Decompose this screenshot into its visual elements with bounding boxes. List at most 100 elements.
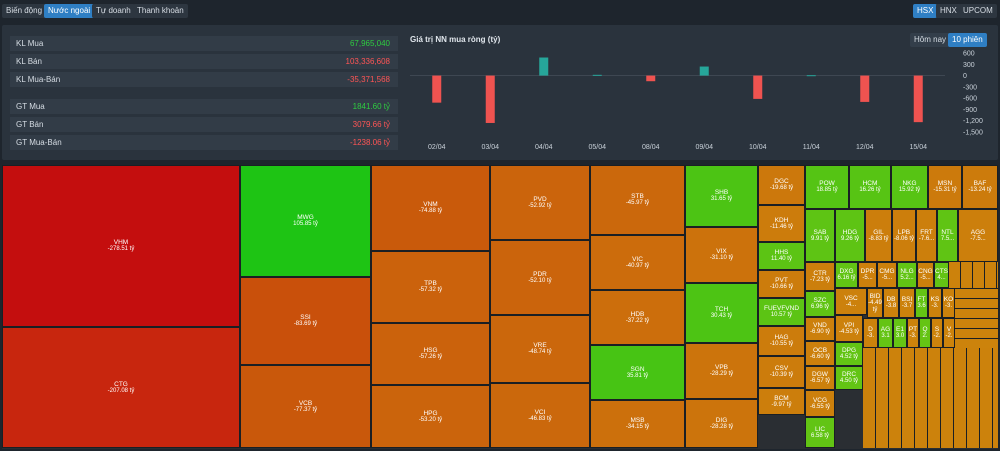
- treemap-cell-shb[interactable]: SHB 31.65 tỷ: [685, 165, 758, 227]
- treemap-cell-db[interactable]: DB -3.8: [883, 288, 899, 318]
- treemap-cell-tch[interactable]: TCH 30.43 tỷ: [685, 283, 758, 343]
- treemap-cell-drc[interactable]: DRC 4.50 tỷ: [835, 366, 863, 390]
- treemap-cell-dgw[interactable]: DGW -6.57 tỷ: [805, 366, 835, 390]
- treemap-cell-stb[interactable]: STB -45.97 tỷ: [590, 165, 685, 235]
- treemap-cell-hhs[interactable]: HHS 11.40 tỷ: [758, 242, 805, 270]
- exchange-hsx[interactable]: HSX: [913, 4, 938, 18]
- treemap-cell-baf[interactable]: BAF -13.24 tỷ: [962, 165, 998, 209]
- treemap-cell-vic[interactable]: VIC -40.97 tỷ: [590, 235, 685, 290]
- stat-value: 3079.66 tỷ: [352, 120, 390, 129]
- bar[interactable]: [432, 75, 442, 103]
- treemap-cell-hag[interactable]: HAG -10.55 tỷ: [758, 326, 805, 356]
- tab-bien-dong[interactable]: Biến động: [2, 4, 47, 18]
- treemap-cell-ssi[interactable]: SSI -83.69 tỷ: [240, 277, 371, 365]
- tab-thanh-khoan[interactable]: Thanh khoản: [133, 4, 188, 18]
- bar[interactable]: [913, 75, 923, 123]
- treemap-cell-vnm[interactable]: VNM -74.88 tỷ: [371, 165, 490, 251]
- treemap-cell-csv[interactable]: CSV -10.39 tỷ: [758, 356, 805, 388]
- treemap-cell-szc[interactable]: SZC 6.96 tỷ: [805, 291, 835, 317]
- treemap-cell-kdh[interactable]: KDH -11.46 tỷ: [758, 205, 805, 242]
- range-10-sessions-button[interactable]: 10 phiên: [948, 33, 987, 47]
- treemap-cell-q[interactable]: Q 2.: [919, 318, 931, 348]
- treemap-cell-vix[interactable]: VIX -31.10 tỷ: [685, 227, 758, 283]
- ticker-value: -10.39 tỷ: [769, 372, 794, 378]
- treemap-cell-nkg[interactable]: NKG 15.92 tỷ: [891, 165, 928, 209]
- treemap-cell-vcb[interactable]: VCB -77.37 tỷ: [240, 365, 371, 448]
- bar[interactable]: [539, 57, 549, 76]
- ticker-value: -2.: [933, 333, 941, 339]
- bar[interactable]: [646, 75, 656, 82]
- treemap-cell-pow[interactable]: POW 18.85 tỷ: [805, 165, 849, 209]
- treemap-cell-ko[interactable]: KO -3.: [942, 288, 955, 318]
- treemap-cell-pvd[interactable]: PVD -52.92 tỷ: [490, 165, 590, 240]
- treemap-cell-bcm[interactable]: BCM -9.97 tỷ: [758, 388, 805, 415]
- treemap-cell-cmg[interactable]: CMG -5...: [877, 262, 897, 288]
- treemap-cell-vhm[interactable]: VHM -278.51 tỷ: [2, 165, 240, 327]
- treemap-cell-d[interactable]: D -3.: [863, 318, 878, 348]
- tab-tu-doanh[interactable]: Tự doanh: [92, 4, 135, 18]
- treemap-cell-dxg[interactable]: DXG 6.16 tỷ: [835, 262, 858, 288]
- treemap-cell-gil[interactable]: GIL -8.83 tỷ: [865, 209, 892, 262]
- treemap-cell-lpb[interactable]: LPB -8.06 tỷ: [892, 209, 916, 262]
- treemap-cell-lic[interactable]: LIC 6.58 tỷ: [805, 417, 835, 448]
- treemap-cell-vpb[interactable]: VPB -28.29 tỷ: [685, 343, 758, 399]
- treemap-cell-ft[interactable]: FT 3.6: [915, 288, 928, 318]
- treemap-cell-pt[interactable]: PT -3.: [907, 318, 919, 348]
- treemap-cell-hdb[interactable]: HDB -37.22 tỷ: [590, 290, 685, 345]
- treemap-cell-vsc[interactable]: VSC -4...: [835, 288, 867, 315]
- treemap-cell-ctg[interactable]: CTG -207.08 tỷ: [2, 327, 240, 448]
- tab-nuoc-ngoai[interactable]: Nước ngoài: [44, 4, 95, 18]
- treemap-cell-sab[interactable]: SAB 9.91 tỷ: [805, 209, 835, 262]
- treemap-cell-pvt[interactable]: PVT -10.66 tỷ: [758, 270, 805, 298]
- treemap-cell-msn[interactable]: MSN -15.31 tỷ: [928, 165, 962, 209]
- bar[interactable]: [592, 74, 602, 76]
- treemap-cell-hsg[interactable]: HSG -57.26 tỷ: [371, 323, 490, 385]
- bar[interactable]: [806, 75, 816, 77]
- treemap-cell-agg[interactable]: AGG -7.5...: [958, 209, 998, 262]
- treemap-cell-dgc[interactable]: DGC -19.68 tỷ: [758, 165, 805, 205]
- treemap-cell-ntl[interactable]: NTL 7.5...: [937, 209, 958, 262]
- treemap-cell-s[interactable]: S -2.: [931, 318, 943, 348]
- treemap-cell-msb[interactable]: MSB -34.15 tỷ: [590, 400, 685, 448]
- treemap-cell-dig[interactable]: DIG -28.28 tỷ: [685, 399, 758, 448]
- treemap-cell-ks[interactable]: KS -3.: [928, 288, 942, 318]
- exchange-upcom[interactable]: UPCOM: [959, 4, 997, 18]
- treemap-cell-cng[interactable]: CNG -5...: [917, 262, 934, 288]
- treemap-cell-tpb[interactable]: TPB -57.32 tỷ: [371, 251, 490, 323]
- treemap-cell-ctr[interactable]: CTR -7.23 tỷ: [805, 262, 835, 291]
- treemap-cell-mwg[interactable]: MWG 105.85 tỷ: [240, 165, 371, 277]
- treemap-cell-fuevfvnd[interactable]: FUEVFVND 10.57 tỷ: [758, 298, 805, 326]
- treemap-cell-dpg[interactable]: DPG 4.52 tỷ: [835, 342, 863, 366]
- bar[interactable]: [860, 75, 870, 102]
- ticker-value: -8.83 tỷ: [868, 235, 889, 242]
- ticker-symbol: HHS: [774, 249, 789, 256]
- treemap-cell-bid[interactable]: BID -4.49 tỷ: [867, 288, 883, 318]
- treemap-cell-v[interactable]: V -2.: [943, 318, 955, 348]
- treemap-cell-bsi[interactable]: BSI -3.7: [899, 288, 915, 318]
- treemap-cell-vcg[interactable]: VCG -6.55 tỷ: [805, 390, 835, 417]
- ticker-symbol: FT: [917, 296, 926, 303]
- treemap-cell-nlg[interactable]: NLG 5.2...: [897, 262, 917, 288]
- treemap-cell-vnd[interactable]: VND -6.90 tỷ: [805, 317, 835, 341]
- treemap-cell-pdr[interactable]: PDR -52.10 tỷ: [490, 240, 590, 315]
- treemap-cell-cts[interactable]: CTS 4...: [934, 262, 949, 288]
- treemap-cell-vpi[interactable]: VPI -4.53 tỷ: [835, 315, 863, 342]
- treemap-cell-vci[interactable]: VCI -46.83 tỷ: [490, 383, 590, 448]
- treemap-cell-sgn[interactable]: SGN 35.81 tỷ: [590, 345, 685, 400]
- treemap-cell-hpg[interactable]: HPG -53.20 tỷ: [371, 385, 490, 448]
- treemap-cell-vre[interactable]: VRE -48.74 tỷ: [490, 315, 590, 383]
- treemap-cell-ag[interactable]: AG 3.1: [878, 318, 893, 348]
- x-tick-label: 02/04: [428, 144, 446, 151]
- bar[interactable]: [485, 75, 495, 123]
- bar[interactable]: [753, 75, 763, 99]
- treemap-cell-frt[interactable]: FRT -7.6...: [916, 209, 937, 262]
- exchange-hnx[interactable]: HNX: [936, 4, 961, 18]
- range-today-button[interactable]: Hôm nay: [910, 33, 951, 47]
- treemap-cell-hcm[interactable]: HCM 16.26 tỷ: [849, 165, 891, 209]
- bar[interactable]: [699, 66, 709, 76]
- treemap-cell-e1[interactable]: E1 3.0: [893, 318, 907, 348]
- treemap-cell-ocb[interactable]: OCB -6.60 tỷ: [805, 341, 835, 366]
- treemap-cell-dpr[interactable]: DPR -5...: [858, 262, 877, 288]
- treemap-cell-hdg[interactable]: HDG 9.26 tỷ: [835, 209, 865, 262]
- ticker-symbol: VRE: [533, 342, 547, 349]
